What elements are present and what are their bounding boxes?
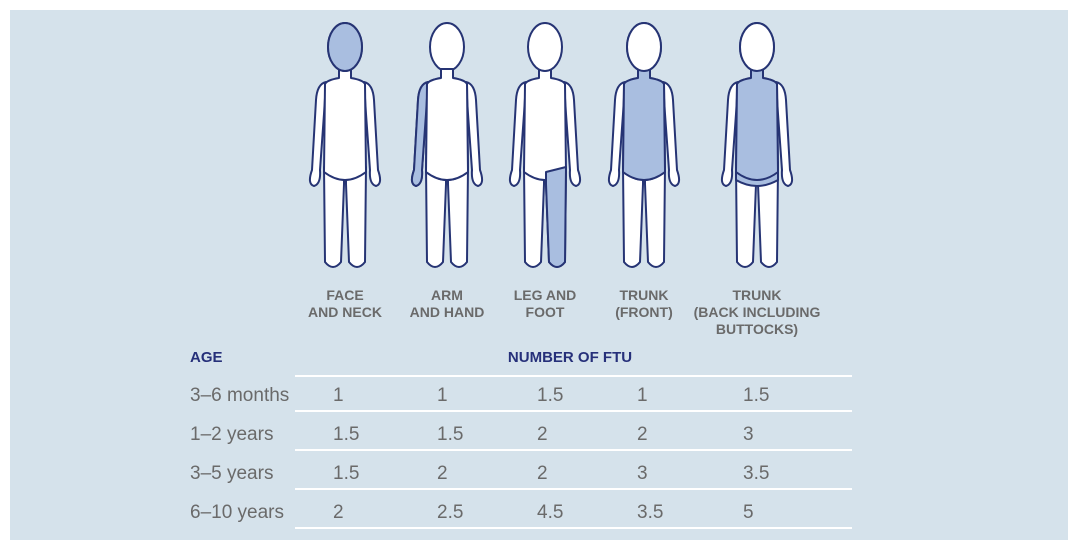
- column-label: AND NECK: [308, 304, 382, 320]
- infographic: AGE NUMBER OF FTU FACEAND NECK ARMAND HAN…: [0, 0, 1078, 548]
- cell: 3: [637, 463, 648, 484]
- cell: 1: [437, 385, 448, 406]
- cell: 2: [333, 502, 344, 523]
- cell: 1.5: [333, 463, 359, 484]
- column-label: FOOT: [526, 304, 565, 320]
- cell: 1.5: [333, 424, 359, 445]
- cell: 4.5: [537, 502, 563, 523]
- cell: 3.5: [637, 502, 663, 523]
- row-label: 6–10 years: [190, 502, 284, 523]
- cell: 1: [333, 385, 344, 406]
- column-label: FACE: [326, 287, 363, 303]
- cell: 3.5: [743, 463, 769, 484]
- page: AGE NUMBER OF FTU FACEAND NECK ARMAND HAN…: [0, 0, 1078, 548]
- row-label: 1–2 years: [190, 424, 273, 445]
- cell: 1.5: [537, 385, 563, 406]
- cell: 2.5: [437, 502, 463, 523]
- column-label: TRUNK: [620, 287, 669, 303]
- column-label: (BACK INCLUDING: [694, 304, 821, 320]
- cell: 2: [437, 463, 448, 484]
- ftu-header: NUMBER OF FTU: [508, 349, 632, 366]
- cell: 5: [743, 502, 754, 523]
- row-label: 3–6 months: [190, 385, 289, 406]
- column-label: (FRONT): [615, 304, 673, 320]
- age-header: AGE: [190, 349, 223, 366]
- row-label: 3–5 years: [190, 463, 273, 484]
- cell: 1: [637, 385, 648, 406]
- column-label: ARM: [431, 287, 463, 303]
- cell: 2: [537, 463, 548, 484]
- cell: 2: [537, 424, 548, 445]
- column-label: BUTTOCKS): [716, 321, 798, 337]
- column-label: LEG AND: [514, 287, 576, 303]
- column-label: TRUNK: [733, 287, 782, 303]
- cell: 2: [637, 424, 648, 445]
- cell: 1.5: [743, 385, 769, 406]
- cell: 1.5: [437, 424, 463, 445]
- cell: 3: [743, 424, 754, 445]
- column-label: AND HAND: [410, 304, 485, 320]
